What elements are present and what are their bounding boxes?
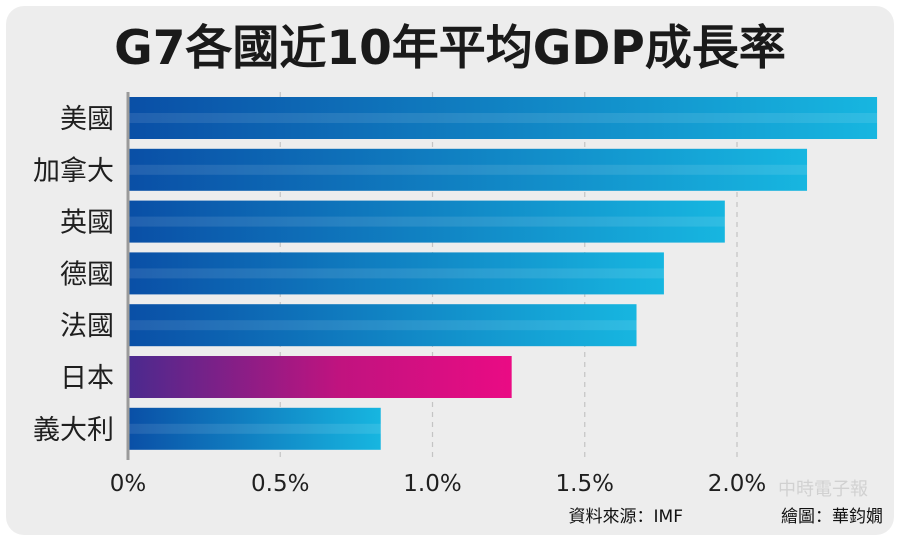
x-tick-label: 0.5% <box>251 471 309 497</box>
bar-stripe <box>128 164 808 175</box>
category-label: 義大利 <box>33 415 114 446</box>
category-label: 法國 <box>60 311 114 342</box>
bar-stripe <box>128 320 637 331</box>
bar-stripe <box>128 268 664 279</box>
source-note: 資料來源：IMF <box>569 507 683 527</box>
bar <box>128 356 512 398</box>
x-tick-label: 0% <box>110 471 147 497</box>
bars <box>128 97 878 450</box>
x-tick-labels: 0% 0.5% 1.0% 1.5% 2.0% <box>110 471 766 497</box>
bar-stripe <box>128 423 381 434</box>
bar <box>128 148 808 191</box>
x-tick-label: 1.0% <box>403 471 461 497</box>
category-label: 日本 <box>60 363 114 394</box>
bar-stripe <box>128 372 512 382</box>
bar <box>128 200 725 243</box>
category-label: 德國 <box>60 259 114 290</box>
bar-stripe <box>128 113 878 123</box>
x-tick-label: 2.0% <box>708 471 766 497</box>
chart-title: G7各國近10年平均GDP成長率 <box>114 21 786 76</box>
bar <box>128 407 381 450</box>
category-label: 美國 <box>60 104 114 135</box>
bar <box>128 252 664 295</box>
category-label: 加拿大 <box>33 156 114 187</box>
x-tick-label: 1.5% <box>556 471 614 497</box>
bar-stripe <box>128 216 725 227</box>
bar <box>128 97 878 139</box>
category-label: 英國 <box>60 208 114 239</box>
bar <box>128 304 637 347</box>
watermark: 中時電子報 <box>778 479 868 500</box>
credit-note: 繪圖：華鈞嫺 <box>781 507 883 527</box>
